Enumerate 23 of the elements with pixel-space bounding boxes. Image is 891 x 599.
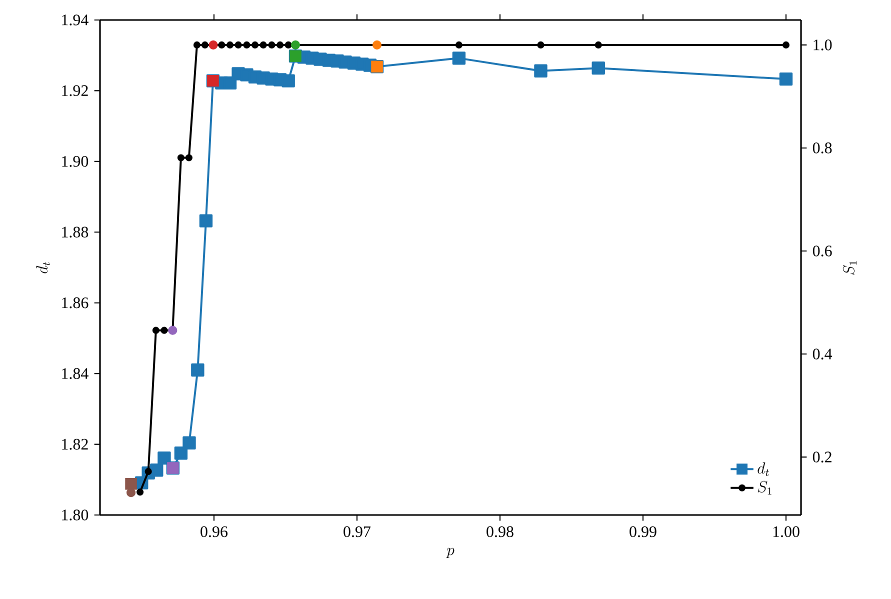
x-tick-label: 1.00	[773, 526, 800, 538]
x-tick-label: 0.98	[486, 526, 514, 538]
y-tick-label: 1.94	[62, 14, 88, 26]
y-tick-label: 1.88	[62, 226, 88, 238]
x-tick-label: 0.96	[200, 526, 228, 538]
y2-tick-label: 1.0	[814, 40, 832, 50]
x-tick-label: 0.97	[344, 526, 371, 538]
y2-axis-title: $S_1$	[842, 261, 857, 275]
y-tick-label: 1.84	[62, 368, 88, 380]
y-tick-label: 1.90	[62, 156, 88, 167]
legend-label: $S_1$	[758, 480, 772, 495]
y2-tick-label: 0.8	[812, 142, 832, 154]
y-axis-title: $d_t$	[36, 262, 50, 274]
y2-tick-label: 0.4	[812, 348, 832, 360]
x-tick-label: 0.99	[630, 526, 656, 538]
y-tick-label: 1.82	[62, 438, 88, 450]
y-tick-label: 1.92	[62, 85, 88, 96]
y2-tick-label: 0.6	[812, 246, 832, 256]
legend-label: $d_t$	[758, 462, 769, 476]
y-tick-label: 1.80	[62, 510, 88, 520]
y-tick-label: 1.86	[62, 297, 88, 308]
y2-tick-label: 0.2	[812, 452, 832, 462]
x-axis-title: $p$	[446, 548, 454, 558]
